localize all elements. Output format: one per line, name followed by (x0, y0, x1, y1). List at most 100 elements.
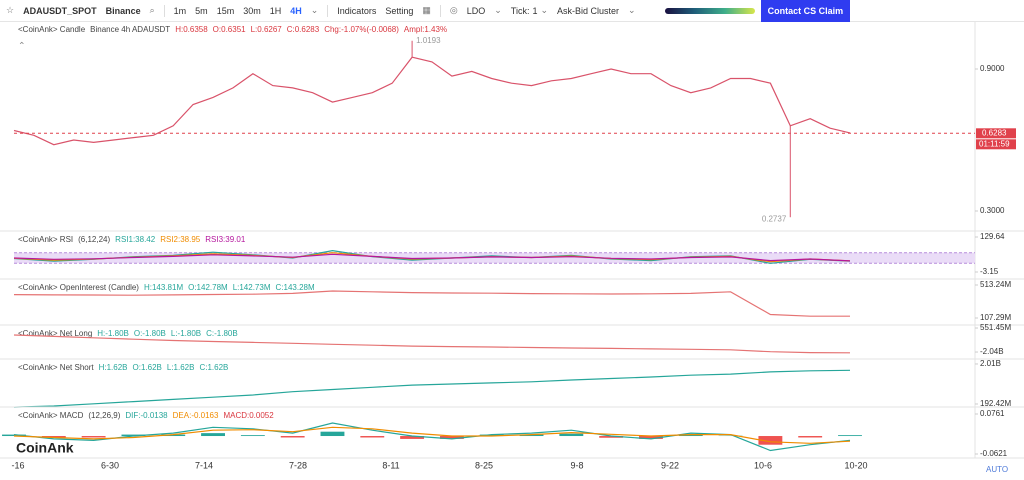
series-line (13, 426, 851, 444)
panel-header: <CoinAnk> MACD (12,26,9) DIF:-0.0138 DEA:-0… (18, 411, 274, 420)
series-line (13, 290, 850, 317)
y-tick-label: 513.24M (980, 280, 1011, 289)
series-line (13, 253, 851, 262)
header-item: DEA:-0.0163 (173, 411, 219, 420)
search-icon[interactable]: ⌕ (149, 5, 155, 15)
x-tick-label: 8-25 (475, 460, 493, 470)
header-item: RSI1:38.42 (115, 235, 156, 244)
dropdown-icon[interactable]: ⌄ (310, 5, 319, 15)
histogram-bar (400, 436, 425, 439)
interval-button[interactable]: 1H (269, 5, 282, 16)
cluster-select[interactable]: Ask-Bid Cluster (557, 5, 620, 16)
layout-icon[interactable]: ▦ (422, 5, 431, 15)
y-tick-label: 2.01B (980, 359, 1001, 368)
countdown-tag (976, 139, 1016, 150)
symbol[interactable]: ADAUSDT_SPOT (23, 5, 97, 16)
histogram-bar (81, 436, 106, 438)
header-item: DIF:-0.0138 (125, 411, 168, 420)
y-tick-label: 192.42M (980, 399, 1011, 408)
countdown-label: 01:11:59 (979, 139, 1010, 148)
indicators-button[interactable]: Indicators (337, 5, 377, 16)
auto-button[interactable]: AUTO (986, 465, 1008, 474)
header-item: O:-1.80B (134, 329, 166, 338)
histogram-bar (320, 431, 345, 437)
y-tick-label: 107.29M (980, 313, 1011, 322)
header-item: RSI3:39.01 (205, 235, 246, 244)
header-item: H:143.81M (144, 283, 183, 292)
histogram-bar (121, 434, 146, 437)
histogram-bar (678, 434, 703, 437)
dropdown-icon[interactable]: ⌄ (540, 5, 549, 15)
setting-button[interactable]: Setting (385, 5, 414, 16)
x-tick-label: -16 (11, 460, 24, 470)
x-tick-label: 8-11 (382, 460, 399, 470)
dropdown-icon[interactable]: ⌄ (494, 5, 502, 15)
histogram-bar (599, 436, 624, 438)
header-item: Chg:-1.07%(-0.0068) (324, 25, 399, 34)
header-item: <CoinAnk> Net Short (18, 363, 94, 372)
coin-select[interactable]: LDO (466, 5, 486, 16)
histogram-bar (838, 435, 862, 437)
header-item: O:0.6351 (213, 25, 246, 34)
tick-label: Tick: (510, 5, 530, 16)
y-tick-label: -0.0621 (980, 449, 1008, 458)
header-item: L:1.62B (167, 363, 195, 372)
tick-value[interactable]: 1 (532, 5, 538, 16)
y-tick-label: 129.64 (980, 232, 1005, 241)
header-item: <CoinAnk> RSI (18, 235, 73, 244)
watermark: CoinAnk (16, 440, 74, 456)
x-tick-label: 9-22 (661, 460, 679, 470)
series-line (13, 334, 851, 354)
header-item: L:142.73M (233, 283, 271, 292)
header-item: <CoinAnk> MACD (18, 411, 84, 420)
interval-button[interactable]: 15m (216, 5, 235, 16)
panel-header: <CoinAnk> Candle Binance 4h ADAUSDT H:0.63… (18, 25, 447, 34)
panel-header: <CoinAnk> Net Short H:1.62B O:1.62B L:1.62B… (18, 363, 228, 372)
star-icon[interactable]: ☆ (6, 5, 15, 15)
x-tick-label: 10-6 (754, 460, 772, 470)
interval-group: 1m 5m 15m 30m 1H 4H (174, 6, 311, 16)
y-tick-label: 551.45M (980, 323, 1011, 332)
histogram-bar (519, 434, 544, 437)
x-tick-label: 10-20 (844, 460, 867, 470)
series-line (13, 369, 851, 408)
header-item: C:0.6283 (287, 25, 320, 34)
color-slider[interactable] (664, 7, 755, 14)
header-item: (12,26,9) (88, 411, 120, 420)
interval-button[interactable]: 4H (290, 5, 302, 16)
header-item: C:1.62B (199, 363, 228, 372)
separator (439, 4, 441, 17)
collapse-icon[interactable]: ⌃ (18, 40, 26, 50)
header-item: RSI2:38.95 (160, 235, 201, 244)
header-item: H:1.62B (99, 363, 128, 372)
header-item: Ampl:1.43% (404, 25, 447, 34)
contact-button[interactable]: Contact CS Claim (760, 0, 851, 22)
histogram-bar (439, 436, 464, 439)
current-price-label: 0.6283 (982, 128, 1007, 137)
dropdown-icon[interactable]: ⌄ (628, 5, 636, 15)
y-tick-label: -3.15 (980, 267, 999, 276)
eye-icon[interactable]: ◎ (449, 5, 458, 15)
exchange: Binance (105, 5, 141, 16)
interval-button[interactable]: 1m (173, 5, 187, 16)
header-item: C:143.28M (276, 283, 315, 292)
header-item: <CoinAnk> OpenInterest (Candle) (18, 283, 139, 292)
y-tick-label: -2.04B (980, 347, 1004, 356)
interval-button[interactable]: 5m (195, 5, 208, 16)
histogram-bar (41, 436, 66, 438)
toolbar: ☆ ADAUSDT_SPOT Binance ⌕ 1m 5m 15m 30m 1H 4H … (0, 0, 1024, 22)
header-item: MACD:0.0052 (223, 411, 274, 420)
header-item: C:-1.80B (206, 329, 238, 338)
header-item: H:-1.80B (97, 329, 129, 338)
histogram-bar (559, 433, 584, 437)
y-tick-label: 0.3000 (980, 206, 1005, 215)
panel-header: <CoinAnk> OpenInterest (Candle) H:143.81M… (18, 283, 315, 292)
histogram-bar (639, 436, 663, 439)
y-tick-label: 0.9000 (980, 64, 1005, 73)
panel-header: <CoinAnk> RSI (6,12,24) RSI1:38.42 RSI2:38.… (18, 235, 246, 244)
histogram-bar (798, 436, 823, 438)
header-item: <CoinAnk> Candle (18, 25, 86, 34)
interval-button[interactable]: 30m (243, 5, 261, 16)
chart: ⌃ < CoinAnk AUTO <CoinAnk> CandleBinance… (0, 22, 1024, 474)
low-label: 0.2737 (762, 214, 787, 223)
